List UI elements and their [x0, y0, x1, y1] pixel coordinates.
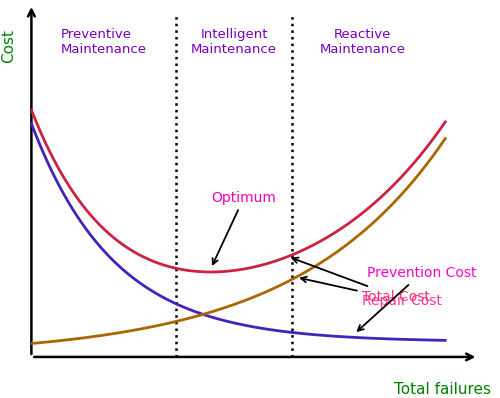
Text: Cost: Cost	[1, 29, 16, 64]
Text: Total Cost: Total Cost	[292, 258, 430, 304]
Text: Reactive
Maintenance: Reactive Maintenance	[320, 28, 406, 56]
Text: Intelligent
Maintenance: Intelligent Maintenance	[191, 28, 277, 56]
Text: Prevention Cost: Prevention Cost	[358, 266, 476, 331]
Text: Total failures: Total failures	[394, 382, 491, 397]
Text: Optimum: Optimum	[212, 191, 276, 264]
Text: Repair Cost: Repair Cost	[301, 277, 442, 308]
Text: Preventive
Maintenance: Preventive Maintenance	[61, 28, 147, 56]
